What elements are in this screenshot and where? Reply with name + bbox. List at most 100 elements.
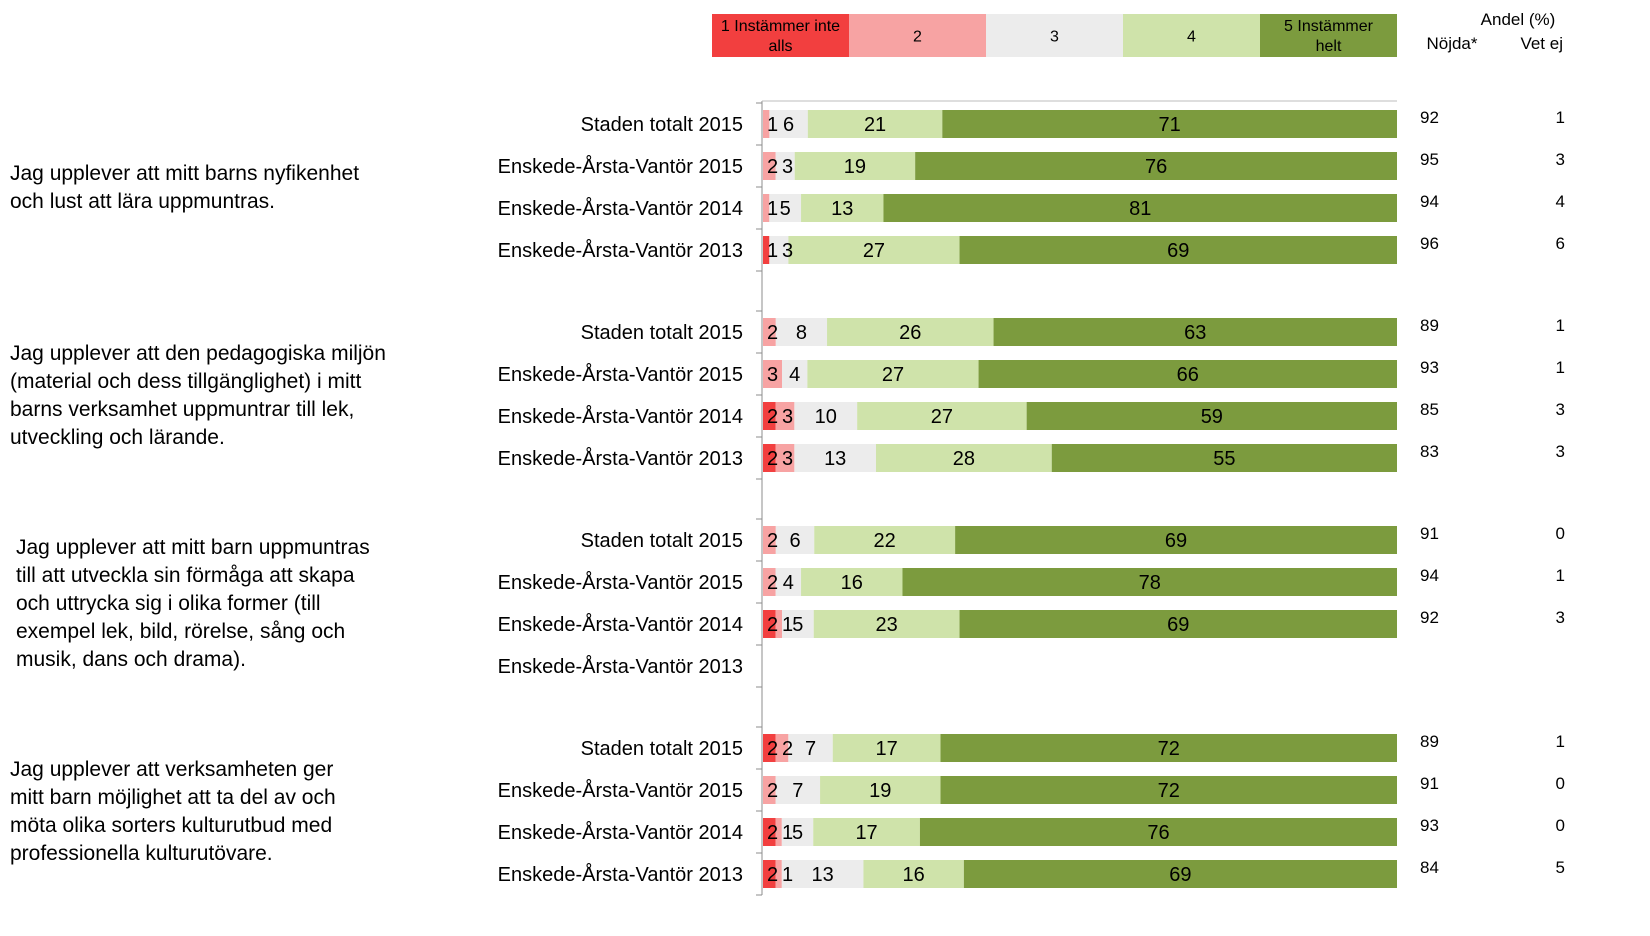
unknown-value: 1 (1556, 358, 1565, 377)
bar-value-label-1: 1 (767, 240, 778, 262)
satisfied-value: 96 (1420, 234, 1439, 253)
bar-segment-3 (775, 526, 815, 554)
bar-value-label-4: 27 (931, 406, 953, 428)
question-1-line-2: och lust att lära uppmuntras. (10, 190, 275, 213)
unknown-value: 1 (1556, 732, 1565, 751)
unknown-value: 6 (1556, 234, 1565, 253)
bar-segment-3 (794, 402, 858, 430)
bar-segment-4 (827, 318, 994, 346)
bar-value-label-3: 10 (815, 406, 837, 428)
bar-value-label-5: 66 (1177, 364, 1199, 386)
bar-value-label-5: 59 (1201, 406, 1223, 428)
bar-segment-2 (775, 818, 782, 846)
satisfied-value: 92 (1420, 108, 1439, 127)
row-label: Enskede-Årsta-Vantör 2015 (498, 363, 743, 386)
bar-segment-4 (801, 568, 903, 596)
bar-value-label-5: 78 (1139, 572, 1161, 594)
bar-segment-2 (763, 110, 770, 138)
header-unknown: Vet ej (1520, 34, 1563, 53)
bar-value-label-3: 6 (789, 530, 800, 552)
legend-label-5-line1: 5 Instämmer (1284, 18, 1374, 35)
bar-segment-4 (788, 236, 960, 264)
row-label: Enskede-Årsta-Vantör 2015 (498, 571, 743, 594)
question-3-line-3: och uttrycka sig i olika former (till (16, 592, 321, 615)
bar-segment-3 (775, 318, 828, 346)
bar-segment-5 (1026, 402, 1397, 430)
question-3-line-4: exempel lek, bild, rörelse, sång och (16, 620, 345, 643)
bar-value-label-4: 23 (876, 614, 898, 636)
unknown-value: 0 (1556, 524, 1565, 543)
bar-value-label-4: 28 (953, 448, 975, 470)
bar-segment-4 (801, 194, 884, 222)
row-label: Enskede-Årsta-Vantör 2014 (498, 613, 743, 636)
bar-value-label-3: 7 (792, 780, 803, 802)
satisfied-value: 83 (1420, 442, 1439, 461)
bar-segment-3 (781, 818, 814, 846)
satisfied-value: 93 (1420, 816, 1439, 835)
bar-segment-3 (775, 568, 802, 596)
unknown-value: 3 (1556, 150, 1565, 169)
bar-segment-4 (863, 860, 964, 888)
bar-value-label-2: 2 (782, 738, 793, 760)
row-label: Enskede-Årsta-Vantör 2014 (498, 821, 743, 844)
bar-value-label-5: 69 (1167, 614, 1189, 636)
question-2-line-3: barns verksamhet uppmuntrar till lek, (10, 398, 354, 421)
unknown-value: 1 (1556, 316, 1565, 335)
row-label: Staden totalt 2015 (581, 322, 743, 344)
bar-segment-4 (794, 152, 916, 180)
satisfied-value: 89 (1420, 316, 1439, 335)
satisfied-value: 91 (1420, 524, 1439, 543)
bar-value-label-4: 22 (874, 530, 896, 552)
unknown-value: 0 (1556, 816, 1565, 835)
bar-segment-5 (959, 236, 1397, 264)
bar-segment-4 (813, 610, 960, 638)
legend-swatch-1 (712, 14, 849, 57)
header-share: Andel (%) (1481, 10, 1556, 29)
bar-value-label-3: 5 (780, 198, 791, 220)
bar-segment-2 (775, 610, 783, 638)
bar-segment-1 (763, 402, 776, 430)
bar-value-label-5: 55 (1213, 448, 1235, 470)
bar-value-label-1: 2 (767, 822, 778, 844)
bar-value-label-2: 2 (767, 156, 778, 178)
legend-label-1-line1: 1 Instämmer inte (721, 18, 840, 35)
bar-value-label-2: 2 (767, 572, 778, 594)
row-label: Enskede-Årsta-Vantör 2014 (498, 405, 743, 428)
bar-value-label-3: 5 (792, 614, 803, 636)
bar-segment-2 (775, 402, 795, 430)
bar-value-label-2: 3 (782, 448, 793, 470)
bar-segment-5 (942, 110, 1397, 138)
bar-value-label-4: 21 (864, 114, 886, 136)
bar-value-label-2: 1 (767, 114, 778, 136)
satisfied-value: 93 (1420, 358, 1439, 377)
question-3-line-5: musik, dans och drama). (16, 648, 246, 671)
bar-segment-3 (769, 194, 802, 222)
bar-value-label-2: 3 (782, 406, 793, 428)
bar-value-label-3: 3 (782, 156, 793, 178)
bar-segment-3 (769, 236, 789, 264)
bar-value-label-3: 6 (783, 114, 794, 136)
bar-value-label-3: 4 (783, 572, 794, 594)
bar-segment-5 (955, 526, 1397, 554)
bar-value-label-3: 13 (812, 864, 834, 886)
bar-value-label-3: 13 (824, 448, 846, 470)
unknown-value: 4 (1556, 192, 1565, 211)
bar-segment-2 (763, 318, 776, 346)
bar-segment-5 (902, 568, 1397, 596)
unknown-value: 5 (1556, 858, 1565, 877)
bar-value-label-3: 4 (789, 364, 800, 386)
header-satisfied: Nöjda* (1426, 34, 1477, 53)
bar-value-label-2: 2 (767, 530, 778, 552)
bar-value-label-5: 63 (1184, 322, 1206, 344)
legend-label-4: 4 (1187, 29, 1196, 46)
question-4-line-2: mitt barn möjlighet att ta del av och (10, 786, 336, 809)
bar-segment-3 (788, 734, 833, 762)
legend-swatch-2 (849, 14, 986, 57)
bar-value-label-5: 81 (1129, 198, 1151, 220)
question-4-line-3: möta olika sorters kulturutbud med (10, 814, 332, 837)
bar-value-label-4: 17 (855, 822, 877, 844)
question-2-line-1: Jag upplever att den pedagogiska miljön (10, 342, 386, 365)
bar-segment-4 (814, 526, 956, 554)
row-label: Enskede-Årsta-Vantör 2013 (498, 655, 743, 678)
row-label: Enskede-Årsta-Vantör 2013 (498, 447, 743, 470)
